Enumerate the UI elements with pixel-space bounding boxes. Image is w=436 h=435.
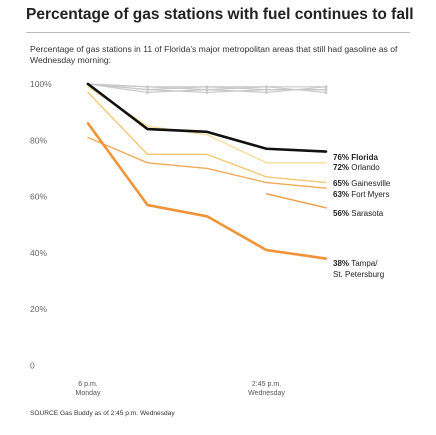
data-point <box>146 91 149 94</box>
data-point <box>205 91 209 94</box>
series-label-fort-myers: 63% Fort Myers <box>333 190 389 199</box>
chart-title: Percentage of gas stations with fuel con… <box>26 6 414 23</box>
y-tick-label: 40% <box>30 248 47 258</box>
series-label-orlando: 72% Orlando <box>333 163 380 172</box>
y-tick-label: 100% <box>30 79 52 89</box>
x-tick-label: Wednesday <box>248 390 285 397</box>
series-labels: 72% Orlando 65% Gainesville 63% Fort Myers… <box>333 153 391 279</box>
series-line-tampa-st-petersburg <box>86 122 328 260</box>
source-note: SOURCE Gas Buddy as of 2:45 p.m. Wednesd… <box>30 410 175 417</box>
x-tick-label: Monday <box>76 390 101 397</box>
y-axis: 100% 80% 60% 40% 20% 0 <box>30 79 52 371</box>
y-tick-label: 80% <box>30 135 47 145</box>
series-label-tampa-st-petersburg: 38% Tampa/ <box>333 259 378 268</box>
y-tick-label: 0 <box>30 361 35 371</box>
data-point <box>146 85 149 89</box>
data-point <box>205 85 209 89</box>
y-tick-label: 20% <box>30 304 47 314</box>
chart-subtitle: Percentage of gas stations in 11 of Flor… <box>30 44 398 65</box>
data-point <box>324 88 328 92</box>
data-point <box>324 91 328 94</box>
x-tick-label: 6 p.m. <box>78 381 98 388</box>
data-point <box>324 85 328 89</box>
x-axis: 6 p.m. Monday 2:45 p.m. Wednesday <box>76 381 286 397</box>
x-tick-label: 2:45 p.m. <box>252 381 281 388</box>
series-line-orlando <box>87 86 327 164</box>
series-line-florida <box>86 82 328 153</box>
series-label-tampa-st-petersburg-line2: St. Petersburg <box>333 270 384 279</box>
data-point <box>265 85 268 89</box>
data-point <box>265 91 268 94</box>
series-label-florida: 76% Florida <box>333 153 378 162</box>
series-label-gainesville: 65% Gainesville <box>333 179 391 188</box>
series-line-sarasota <box>265 193 327 209</box>
series-lines <box>86 82 328 260</box>
data-point <box>265 88 268 92</box>
series-label-sarasota: 56% Sarasota <box>333 209 384 218</box>
title-divider <box>26 32 410 33</box>
data-point <box>146 88 149 92</box>
series-line-fort-myers <box>87 136 327 189</box>
data-point <box>205 88 209 92</box>
series-line-gainesville <box>87 91 327 184</box>
y-tick-label: 60% <box>30 192 47 202</box>
